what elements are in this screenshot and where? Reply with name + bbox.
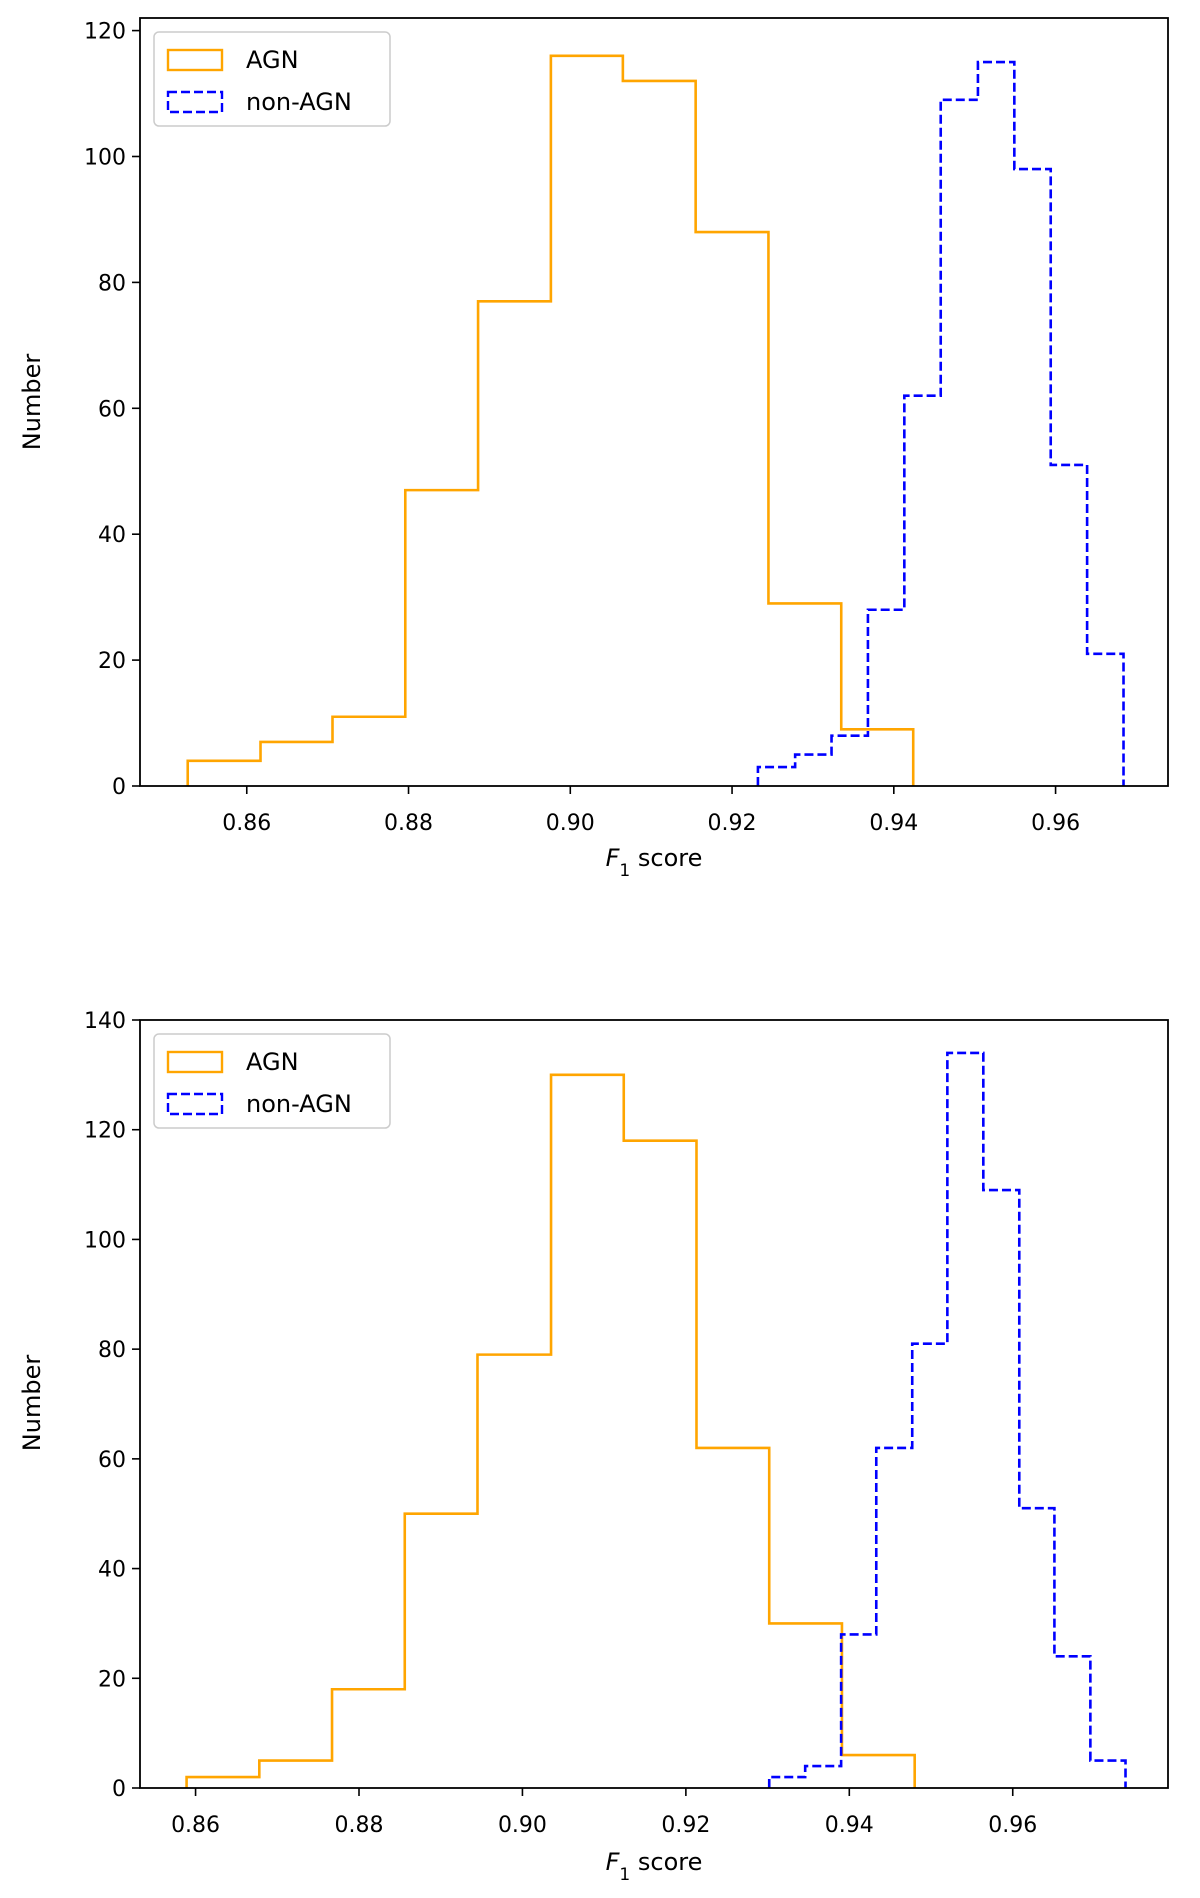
histogram-non-agn-series xyxy=(756,60,1125,786)
y-tick-label: 40 xyxy=(98,1558,126,1583)
x-tick-label: 0.90 xyxy=(546,811,595,836)
x-axis-label-subscript: 1 xyxy=(619,861,630,881)
x-tick-label: 0.88 xyxy=(384,811,433,836)
x-axis-label-italic: F xyxy=(606,1848,621,1876)
y-tick-label: 20 xyxy=(98,649,126,674)
x-tick-label: 0.86 xyxy=(171,1813,220,1838)
legend-swatch-agn xyxy=(166,48,224,72)
y-tick-label: 0 xyxy=(112,1777,126,1802)
chart-panel-bottom: 0.86 0.88 0.90 0.92 0.94 0.96 0 20 40 60 80 100 120 1… xyxy=(18,1009,1169,1885)
x-tick-label: 0.88 xyxy=(335,1813,384,1838)
legend-swatch-non-agn xyxy=(166,90,224,114)
legend-swatch-agn xyxy=(166,1050,224,1074)
plot-frame xyxy=(139,17,1169,787)
legend-label-non-agn: non-AGN xyxy=(246,88,352,116)
legend-box xyxy=(153,1033,391,1129)
x-tick-label: 0.86 xyxy=(222,811,271,836)
x-axis-label-rest: score xyxy=(630,844,702,872)
y-tick-label: 20 xyxy=(98,1667,126,1692)
x-tick-label: 0.92 xyxy=(661,1813,710,1838)
chart-panel-top: 0.86 0.88 0.90 0.92 0.94 0.96 0 20 40 60 80 100 120 F… xyxy=(18,17,1169,881)
y-tick-label: 140 xyxy=(84,1009,126,1034)
histogram-agn-series xyxy=(185,1073,916,1788)
legend-swatch-non-agn xyxy=(166,1092,224,1116)
y-tick-label: 120 xyxy=(84,1119,126,1144)
x-axis-label-subscript: 1 xyxy=(619,1865,630,1885)
x-axis-label-rest: score xyxy=(630,1848,702,1876)
histogram-non-agn-series xyxy=(767,1051,1127,1788)
x-axis-label: F1 score xyxy=(606,1848,703,1885)
x-tick-label: 0.96 xyxy=(1031,811,1080,836)
y-tick-label: 120 xyxy=(84,20,126,45)
x-axis-label: F1 score xyxy=(606,844,703,881)
y-tick-label: 0 xyxy=(112,775,126,800)
x-tick-label: 0.96 xyxy=(988,1813,1037,1838)
histogram-agn-series xyxy=(186,54,915,786)
y-tick-label: 40 xyxy=(98,523,126,548)
y-axis-label: Number xyxy=(18,354,46,451)
y-tick-label: 60 xyxy=(98,1448,126,1473)
legend-label-agn: AGN xyxy=(246,1048,299,1076)
y-tick-label: 80 xyxy=(98,1338,126,1363)
x-tick-label: 0.92 xyxy=(708,811,757,836)
x-tick-label: 0.94 xyxy=(869,811,918,836)
y-tick-label: 60 xyxy=(98,397,126,422)
legend-box xyxy=(153,31,391,127)
legend-label-non-agn: non-AGN xyxy=(246,1090,352,1118)
y-tick-label: 80 xyxy=(98,271,126,296)
x-axis-label-italic: F xyxy=(606,844,621,872)
y-tick-label: 100 xyxy=(84,1228,126,1253)
x-tick-label: 0.90 xyxy=(498,1813,547,1838)
x-tick-label: 0.94 xyxy=(825,1813,874,1838)
plot-frame xyxy=(139,1019,1169,1789)
y-tick-label: 100 xyxy=(84,145,126,170)
legend-label-agn: AGN xyxy=(246,46,299,74)
y-axis-label: Number xyxy=(18,1355,46,1452)
